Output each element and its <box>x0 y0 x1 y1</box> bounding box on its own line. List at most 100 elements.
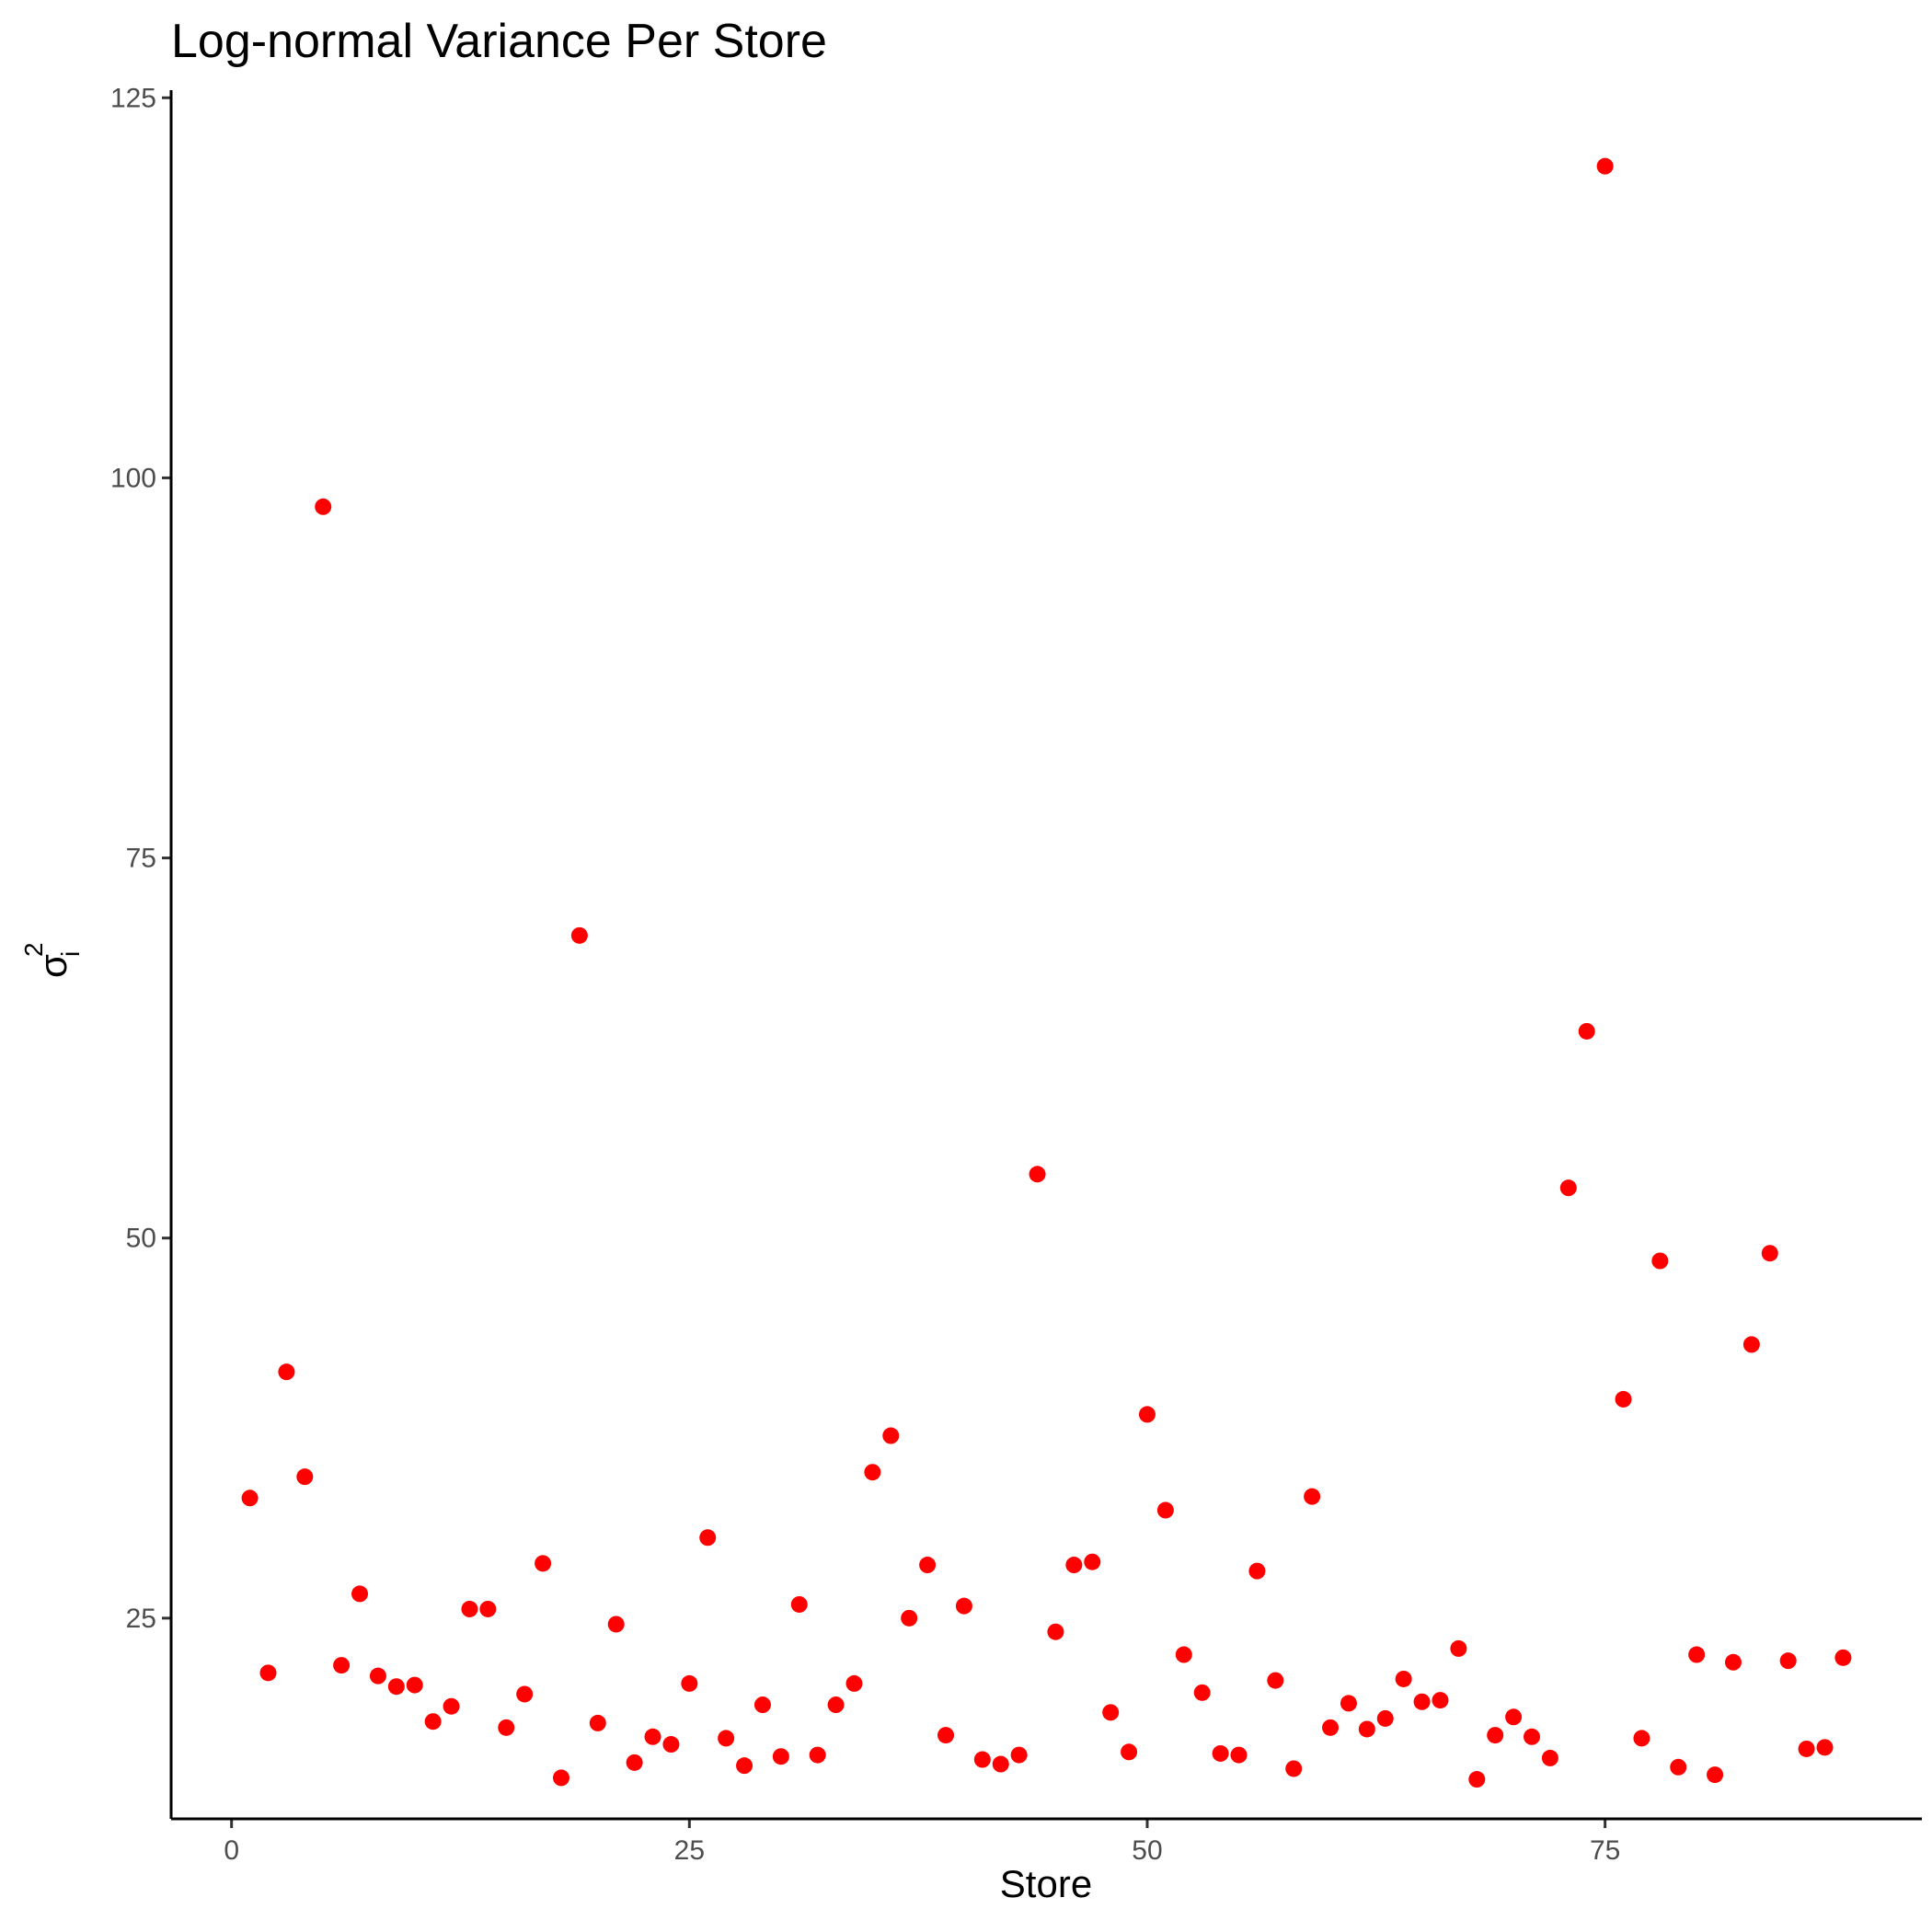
data-point <box>662 1736 680 1754</box>
data-point <box>535 1555 552 1572</box>
data-point <box>992 1755 1009 1773</box>
data-point <box>1615 1390 1632 1408</box>
data-point <box>736 1757 753 1775</box>
y-tick-label: 125 <box>110 83 156 113</box>
data-point <box>882 1427 900 1444</box>
data-point <box>1065 1557 1083 1574</box>
data-point <box>681 1674 698 1692</box>
data-point <box>955 1597 972 1615</box>
x-tick-label: 25 <box>674 1835 705 1866</box>
data-point <box>1230 1746 1248 1764</box>
svg-text:2: 2 <box>19 942 48 957</box>
data-point <box>1010 1746 1028 1764</box>
x-axis-title: Store <box>1000 1862 1092 1905</box>
data-point <box>1651 1252 1669 1270</box>
data-point <box>1322 1719 1340 1736</box>
data-point <box>296 1468 314 1486</box>
data-point <box>644 1728 661 1745</box>
x-tick-label: 0 <box>224 1835 239 1866</box>
data-points <box>241 157 1852 1788</box>
data-point <box>570 926 588 944</box>
data-point <box>973 1751 991 1768</box>
data-point <box>333 1657 351 1674</box>
svg-text:i: i <box>56 951 85 957</box>
data-point <box>1304 1488 1321 1505</box>
data-point <box>1724 1653 1742 1671</box>
data-point <box>1413 1693 1431 1710</box>
data-point <box>901 1609 918 1627</box>
data-point <box>278 1363 295 1381</box>
data-point <box>1761 1245 1778 1262</box>
data-point <box>1707 1766 1724 1784</box>
chart-title: Log-normal Variance Per Store <box>171 15 827 68</box>
data-point <box>1358 1720 1375 1738</box>
data-point <box>1029 1166 1046 1183</box>
y-axis-title-subscript: i <box>56 951 85 957</box>
data-point <box>1541 1749 1558 1766</box>
data-point <box>607 1616 625 1633</box>
data-point <box>498 1719 515 1736</box>
data-point <box>699 1529 717 1547</box>
data-point <box>827 1696 845 1714</box>
data-point <box>753 1696 771 1714</box>
data-point <box>1212 1744 1229 1762</box>
svg-text:σ: σ <box>31 954 75 978</box>
data-point <box>718 1730 735 1747</box>
data-point <box>1248 1562 1266 1580</box>
data-point <box>369 1667 386 1685</box>
data-point <box>351 1585 369 1603</box>
data-point <box>1633 1730 1650 1747</box>
data-point <box>461 1600 478 1617</box>
data-point <box>1816 1739 1834 1756</box>
data-point <box>387 1678 405 1696</box>
x-axis: 0 25 50 75 <box>224 1819 1620 1866</box>
data-point <box>516 1685 534 1703</box>
y-tick-label: 50 <box>126 1224 156 1254</box>
data-point <box>1742 1336 1760 1353</box>
data-point <box>919 1557 937 1574</box>
data-point <box>552 1769 569 1787</box>
x-tick-label: 75 <box>1590 1835 1620 1866</box>
data-point <box>1376 1709 1394 1727</box>
data-point <box>259 1664 277 1682</box>
data-point <box>626 1754 643 1771</box>
data-point <box>479 1600 497 1617</box>
data-point <box>443 1697 460 1715</box>
data-point <box>241 1489 259 1507</box>
data-point <box>1267 1672 1284 1689</box>
data-point <box>1578 1022 1595 1040</box>
data-point <box>1688 1646 1706 1663</box>
data-point <box>315 498 332 515</box>
data-point <box>937 1727 955 1744</box>
data-point <box>1047 1623 1064 1640</box>
data-point <box>1285 1760 1303 1777</box>
data-point <box>424 1713 442 1731</box>
data-point <box>1505 1708 1523 1726</box>
data-point <box>1102 1704 1120 1721</box>
data-point <box>864 1464 881 1481</box>
data-point <box>1175 1646 1192 1663</box>
data-point <box>1559 1179 1577 1197</box>
data-point <box>1138 1406 1156 1423</box>
data-point <box>1487 1727 1504 1744</box>
y-axis-title-symbol: σ <box>31 954 75 978</box>
data-point <box>1450 1639 1467 1657</box>
data-point <box>809 1746 826 1764</box>
data-point <box>1121 1743 1138 1761</box>
data-point <box>589 1714 606 1731</box>
data-point <box>1670 1758 1687 1776</box>
data-point <box>790 1595 808 1613</box>
data-point <box>845 1674 863 1692</box>
data-point <box>1395 1670 1412 1687</box>
data-point <box>1596 157 1614 175</box>
y-axis-title-superscript: 2 <box>19 942 48 957</box>
data-point <box>1834 1649 1852 1666</box>
data-point <box>1084 1553 1101 1570</box>
y-axis: 25 50 75 100 125 <box>110 83 171 1634</box>
data-point <box>1468 1771 1486 1788</box>
data-point <box>772 1748 789 1765</box>
data-point <box>406 1676 423 1694</box>
data-point <box>1156 1501 1174 1519</box>
data-point <box>1524 1728 1541 1745</box>
